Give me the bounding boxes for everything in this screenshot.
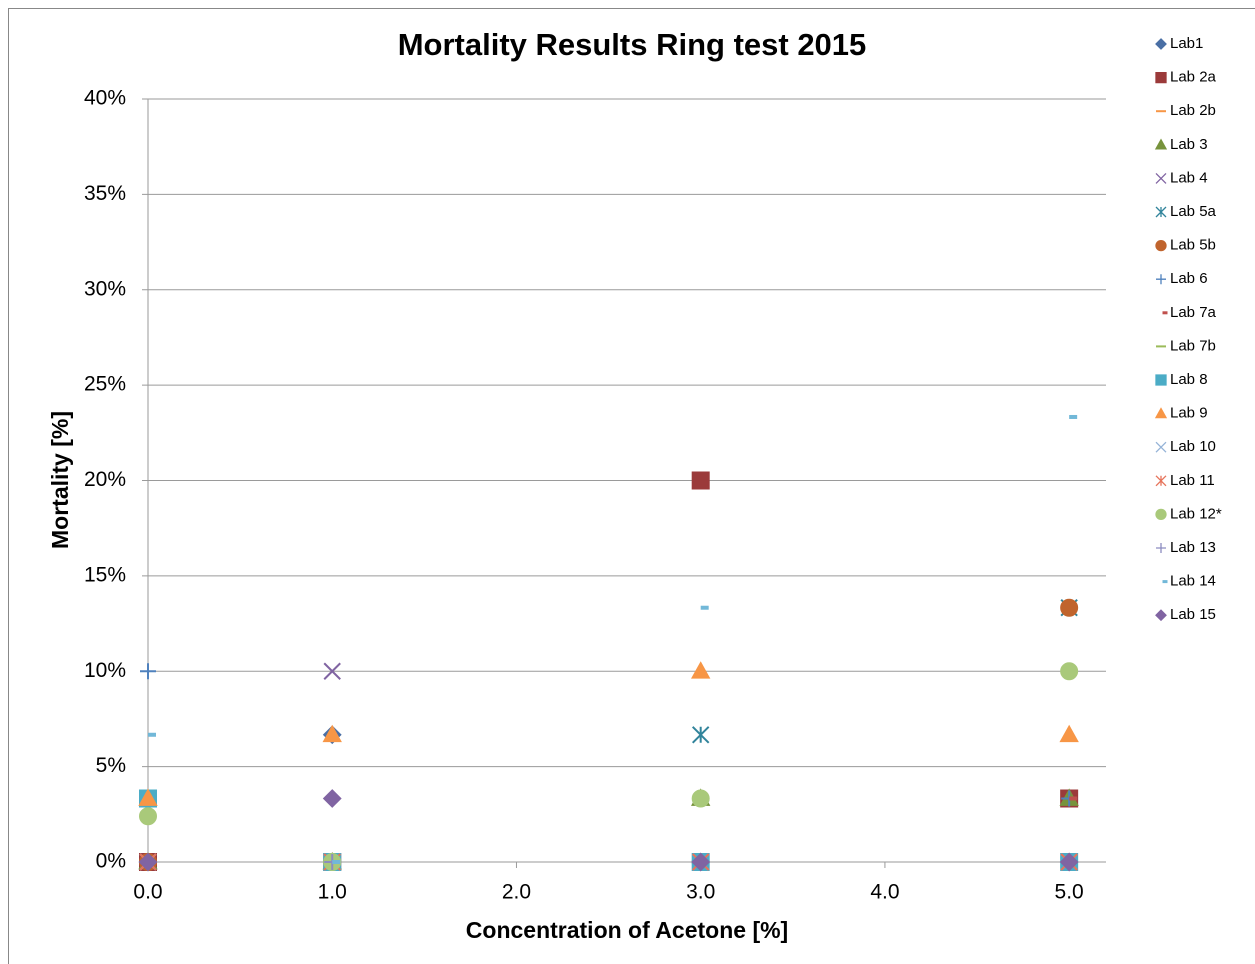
legend-label: Lab 5a xyxy=(1170,203,1217,220)
legend-marker xyxy=(1154,138,1168,150)
data-point xyxy=(322,789,342,808)
data-point xyxy=(691,789,710,808)
legend-label: Lab 4 xyxy=(1170,169,1208,186)
legend-marker xyxy=(1155,172,1167,184)
legend-marker xyxy=(1155,38,1167,50)
y-tick-label: 5% xyxy=(96,754,126,777)
y-tick-label: 10% xyxy=(84,659,126,682)
x-tick-label: 1.0 xyxy=(318,881,347,904)
legend-marker xyxy=(1156,543,1166,553)
legend-marker xyxy=(1155,441,1167,453)
legend-label: Lab 2b xyxy=(1170,102,1216,119)
legend-label: Lab 5b xyxy=(1170,237,1216,254)
legend-marker xyxy=(1156,274,1166,285)
y-tick-label: 0% xyxy=(96,850,126,873)
data-point xyxy=(691,726,710,744)
legend-label: Lab 9 xyxy=(1170,405,1208,422)
y-tick-label: 15% xyxy=(84,563,126,586)
legend-label: Lab 15 xyxy=(1170,606,1216,623)
x-tick-label: 5.0 xyxy=(1055,881,1084,904)
y-tick-label: 25% xyxy=(84,373,126,396)
y-axis-title: Mortality [%] xyxy=(47,411,73,549)
legend-label: Lab 10 xyxy=(1170,438,1216,455)
legend-label: Lab 8 xyxy=(1170,371,1208,388)
legend-label: Lab1 xyxy=(1170,35,1203,52)
legend-label: Lab 3 xyxy=(1170,136,1208,153)
legend-marker xyxy=(1155,475,1167,487)
data-point xyxy=(140,663,156,680)
data-point xyxy=(323,662,341,680)
data-point xyxy=(138,852,158,872)
x-tick-label: 0.0 xyxy=(133,881,162,904)
data-point xyxy=(322,724,342,743)
data-point xyxy=(138,807,158,826)
legend-marker xyxy=(1155,609,1167,622)
y-tick-label: 40% xyxy=(84,87,126,110)
data-point xyxy=(1059,852,1079,872)
y-tick-label: 30% xyxy=(84,277,126,300)
data-point xyxy=(1060,598,1079,617)
legend-marker xyxy=(1154,407,1168,419)
legend-marker xyxy=(1155,71,1167,84)
legend-label: Lab 13 xyxy=(1170,539,1216,556)
legend-marker xyxy=(1155,240,1167,252)
legend-marker xyxy=(1155,508,1167,520)
legend-label: Lab 12* xyxy=(1170,505,1222,522)
data-point xyxy=(691,471,710,490)
data-point xyxy=(690,661,711,679)
legend-label: Lab 6 xyxy=(1170,270,1208,287)
legend-label: Lab 2a xyxy=(1170,69,1217,86)
x-tick-label: 3.0 xyxy=(686,881,715,904)
data-point xyxy=(691,852,711,872)
data-point xyxy=(138,788,158,806)
legend-marker xyxy=(1155,206,1167,218)
data-point xyxy=(1060,662,1079,681)
legend-label: Lab 7b xyxy=(1170,337,1216,354)
x-tick-label: 2.0 xyxy=(502,881,531,904)
legend-label: Lab 14 xyxy=(1170,573,1216,590)
chart-frame xyxy=(8,8,1255,964)
x-tick-label: 4.0 xyxy=(870,881,899,904)
chart-title: Mortality Results Ring test 2015 xyxy=(398,27,867,62)
legend-label: Lab 7a xyxy=(1170,304,1217,321)
x-axis-title: Concentration of Acetone [%] xyxy=(466,917,788,943)
y-tick-label: 35% xyxy=(84,182,126,205)
y-tick-label: 20% xyxy=(84,468,126,491)
legend-label: Lab 11 xyxy=(1170,472,1215,489)
data-point xyxy=(1059,724,1079,743)
legend-marker xyxy=(1155,374,1167,386)
